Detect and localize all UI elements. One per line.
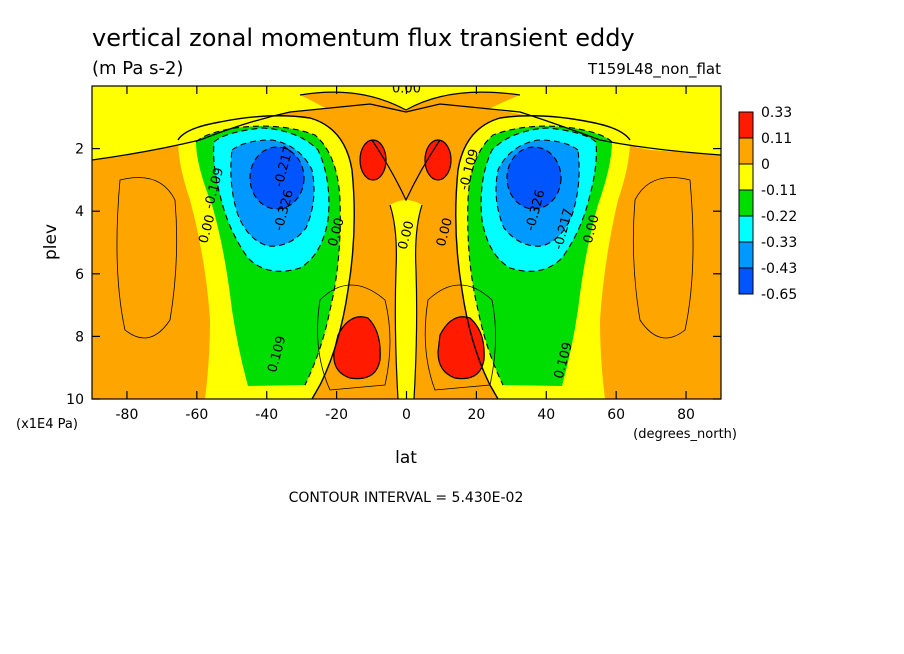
colorbar: 0.33 0.11 0 -0.11 -0.22 -0.33 -0.43 -0.65 <box>738 105 797 303</box>
yellow-region-spine <box>390 200 422 399</box>
x-tick-label: 20 <box>467 407 485 423</box>
x-axis-units: (degrees_north) <box>633 427 737 442</box>
y-tick-label: 10 <box>66 392 84 408</box>
colorbar-swatch <box>738 241 754 269</box>
red-core-lower-left <box>333 316 381 380</box>
red-core-upper-right <box>424 139 452 181</box>
y-tick-label: 6 <box>75 267 84 283</box>
x-axis: -80 -60 -40 -20 0 20 40 60 80 <box>116 86 695 423</box>
x-tick-label: -60 <box>185 407 208 423</box>
colorbar-label: -0.22 <box>761 209 797 225</box>
x-tick-label: 80 <box>677 407 695 423</box>
colorbar-label: 0.33 <box>761 105 792 121</box>
contour-interval-note: CONTOUR INTERVAL = 5.430E-02 <box>289 490 524 506</box>
x-tick-label: -80 <box>116 407 139 423</box>
colorbar-swatch <box>738 189 754 217</box>
chart-units: (m Pa s-2) <box>92 58 183 79</box>
contour-label: 0.00 <box>326 216 348 248</box>
colorbar-label: -0.65 <box>761 287 797 303</box>
run-label: T159L48_non_flat <box>587 60 721 79</box>
x-tick-label: -40 <box>255 407 278 423</box>
contour-label: 0.00 <box>396 219 418 251</box>
yellow-region-upper <box>92 86 721 160</box>
red-core-upper-left <box>359 139 387 181</box>
y-tick-label: 8 <box>75 329 84 345</box>
x-tick-label: 40 <box>537 407 555 423</box>
y-tick-label: 2 <box>75 142 84 158</box>
x-tick-label: 0 <box>402 407 411 423</box>
chart-title: vertical zonal momentum flux transient e… <box>92 24 635 52</box>
colorbar-swatch <box>738 215 754 243</box>
colorbar-label: 0 <box>761 157 770 173</box>
x-axis-label: lat <box>395 448 417 468</box>
colorbar-label: -0.33 <box>761 235 797 251</box>
colorbar-label: 0.11 <box>761 131 792 147</box>
y-axis-label: plev <box>41 224 61 260</box>
colorbar-swatch <box>738 137 754 165</box>
y-axis-units: (x1E4 Pa) <box>16 417 78 432</box>
x-tick-label: 60 <box>607 407 625 423</box>
contour-label: 0.00 <box>434 216 456 248</box>
colorbar-swatch <box>738 163 754 191</box>
colorbar-swatch <box>738 267 754 295</box>
orange-region-top <box>300 92 520 200</box>
contour-label: 0.00 <box>196 213 218 245</box>
x-tick-label: -20 <box>325 407 348 423</box>
y-tick-label: 4 <box>75 204 84 220</box>
red-core-lower-right <box>437 316 485 380</box>
colorbar-label: -0.11 <box>761 183 797 199</box>
contour-lines <box>92 91 721 399</box>
colorbar-swatch <box>738 111 754 139</box>
sh-min-core <box>250 147 304 209</box>
y-axis: 2 4 6 8 10 <box>66 142 721 408</box>
nh-min-core <box>507 147 561 209</box>
contour-label: 0.00 <box>581 213 603 245</box>
colorbar-label: -0.43 <box>761 261 797 277</box>
